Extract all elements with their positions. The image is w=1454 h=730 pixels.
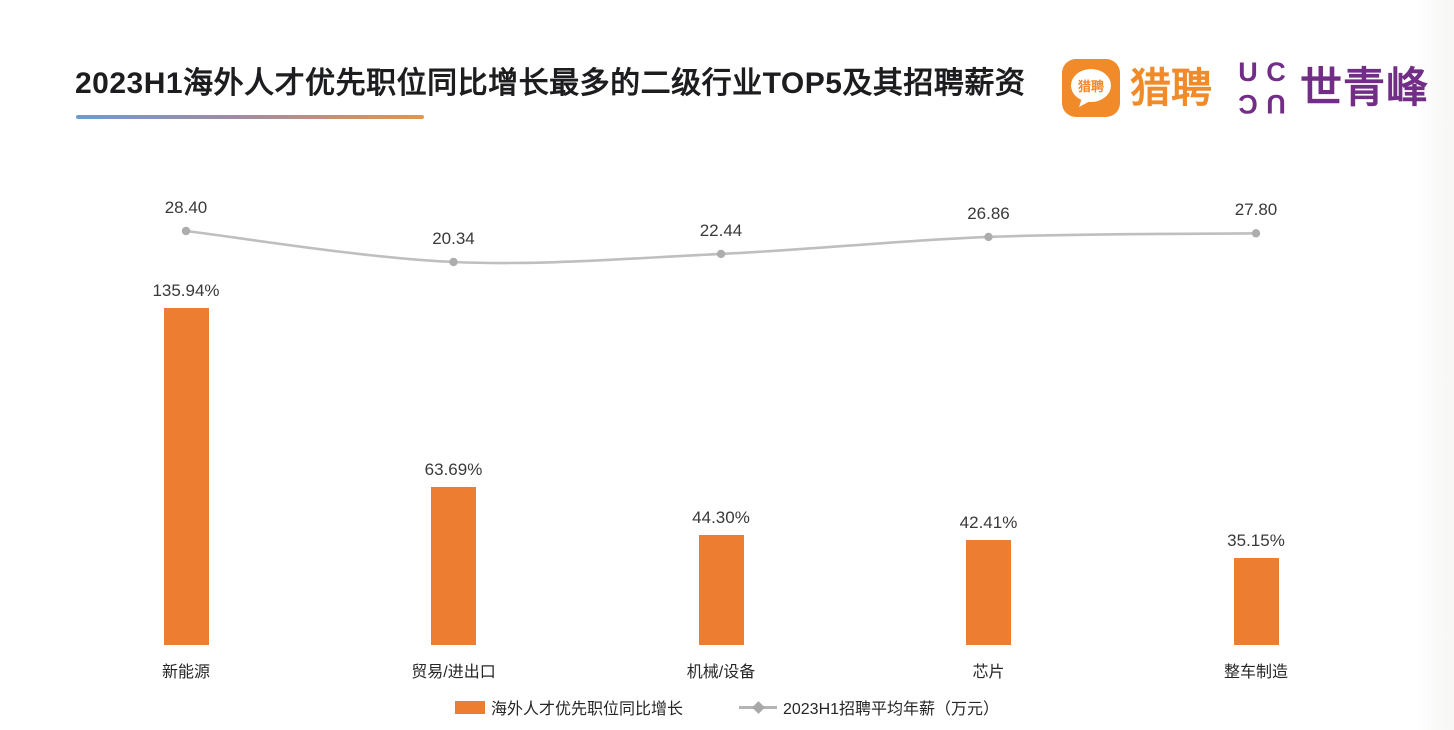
chart-legend: 海外人才优先职位同比增长 2023H1招聘平均年薪（万元） (0, 695, 1454, 719)
bar-value-label: 44.30% (692, 508, 750, 528)
wyef-wordmark: 世青峰 (1300, 64, 1430, 111)
line-point (1251, 229, 1261, 238)
legend-item-bar: 海外人才优先职位同比增长 (454, 695, 683, 719)
line-series-label: 2023H1招聘平均年薪（万元） (782, 701, 1000, 718)
bar (431, 487, 476, 645)
page-edge-shade (1414, 0, 1454, 730)
wyef-logo-icon: U C C U (1234, 57, 1290, 120)
legend-item-line: 2023H1招聘平均年薪（万元） (738, 695, 1000, 719)
logo-bar: 猎聘 猎聘 U C C U 世青峰 (1062, 56, 1429, 120)
bar-series-swatch (454, 700, 485, 714)
bar (163, 307, 209, 645)
line-series-swatch (738, 700, 777, 714)
bar-value-label: 42.41% (959, 512, 1018, 532)
title-underline (76, 115, 424, 119)
salary-line-layer (181, 226, 1261, 267)
bar (698, 535, 744, 645)
bar-value-label: 35.15% (1227, 530, 1285, 550)
line-value-label: 27.80 (1234, 200, 1278, 220)
bar (966, 539, 1011, 645)
bar-series-label: 海外人才优先职位同比增长 (490, 701, 683, 718)
line-point (984, 232, 993, 242)
category-label: 贸易/进出口 (411, 664, 496, 681)
line-point (181, 226, 191, 236)
line-value-label: 20.34 (432, 229, 475, 248)
line-value-label: 26.86 (967, 203, 1010, 223)
wyef-icon-letter: U (1238, 57, 1258, 87)
speech-bubble-icon: 猎聘 (1071, 69, 1111, 107)
wyef-icon-letter: C (1266, 57, 1286, 87)
bar-value-label: 63.69% (424, 460, 483, 480)
line-value-label: 28.40 (164, 198, 208, 217)
line-point (449, 257, 458, 267)
chart-area: 135.94% 新能源 63.69% 贸易/进出口 44.30% 机械/设备 42.41% 芯… (0, 130, 1454, 690)
category-label: 新能源 (161, 664, 210, 681)
page-title: 2023H1海外人才优先职位同比增长最多的二级行业TOP5及其招聘薪资 (75, 67, 1026, 100)
wyef-icon-letter: C (1238, 89, 1258, 119)
liepin-bubble-text: 猎聘 (1078, 79, 1104, 94)
category-label: 整车制造 (1223, 664, 1288, 681)
line-swatch-marker (752, 700, 765, 714)
wyef-icon-letter: U (1266, 89, 1286, 119)
bar-value-label: 135.94% (152, 280, 220, 300)
line-value-label: 22.44 (699, 220, 743, 240)
category-label: 机械/设备 (686, 664, 756, 681)
liepin-wordmark: 猎聘 (1130, 64, 1212, 111)
line-point (716, 249, 726, 259)
liepin-logo-icon: 猎聘 (1062, 59, 1120, 117)
category-label: 芯片 (972, 664, 1005, 681)
bar (1233, 557, 1279, 645)
